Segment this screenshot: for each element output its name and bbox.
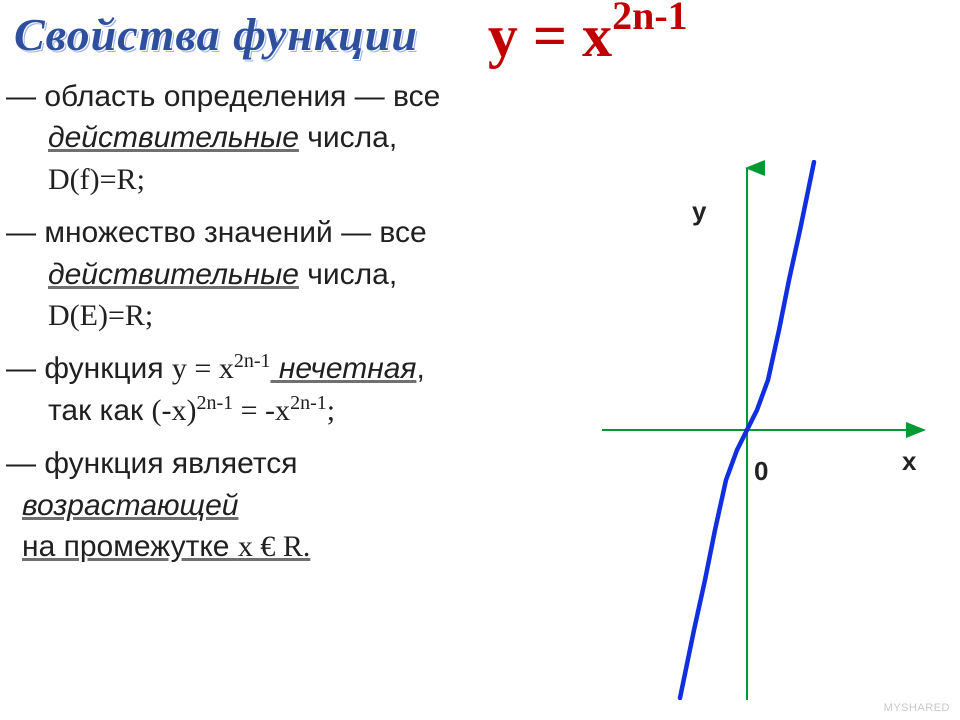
- bullet-line: — функция y = x2n-1 нечетная,: [4, 348, 594, 389]
- function-graph: y x 0: [602, 160, 932, 700]
- list-item: — множество значений — все действительны…: [4, 212, 594, 336]
- bullet-line: — множество значений — все: [4, 212, 594, 253]
- properties-list: — область определения — все действительн…: [4, 76, 594, 579]
- list-item: — функция является возрастающей на проме…: [4, 443, 594, 567]
- watermark: MYSHARED: [884, 702, 950, 714]
- list-item: — область определения — все действительн…: [4, 76, 594, 200]
- page-title: Свойства функции: [14, 8, 418, 61]
- y-axis-label: y: [692, 196, 706, 227]
- bullet-line: действительные числа,: [4, 117, 594, 158]
- formula-exponent: 2n-1: [612, 0, 688, 38]
- bullet-line: — функция является: [4, 443, 594, 484]
- bullet-line: возрастающей: [4, 485, 594, 526]
- bullet-line: на промежутке x € R.: [4, 526, 594, 567]
- origin-label: 0: [754, 456, 768, 487]
- x-axis-label: x: [902, 446, 916, 477]
- bullet-line: D(E)=R;: [4, 295, 594, 336]
- list-item: — функция y = x2n-1 нечетная, так как (-…: [4, 348, 594, 431]
- graph-svg: [602, 160, 932, 700]
- bullet-line: D(f)=R;: [4, 159, 594, 200]
- bullet-line: действительные числа,: [4, 254, 594, 295]
- bullet-line: так как (-x)2n-1 = -x2n-1;: [4, 390, 594, 431]
- formula-title: y = x2n-1: [488, 2, 688, 66]
- bullet-line: — область определения — все: [4, 76, 594, 117]
- formula-lhs: y = x: [488, 3, 612, 69]
